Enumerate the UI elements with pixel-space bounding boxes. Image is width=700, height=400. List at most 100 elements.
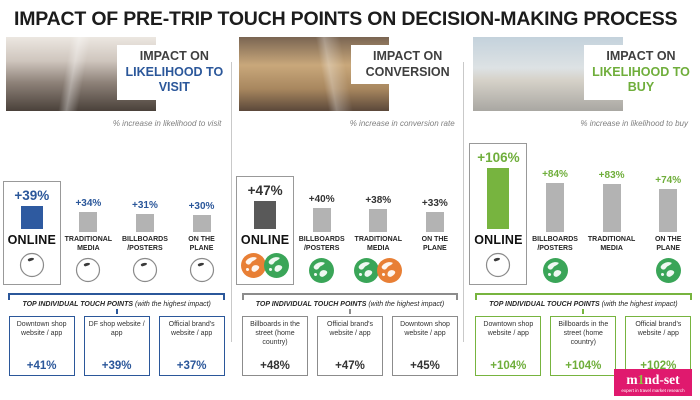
panel-conversion: IMPACT ON CONVERSION % increase in conve… <box>233 35 466 376</box>
heading-prefix: IMPACT ON <box>139 49 209 63</box>
bar-label: ONLINE <box>7 233 57 247</box>
bar-value: +39% <box>14 188 50 203</box>
bar-chart-visit: +39% ONLINE +34% TRADITIONAL MEDIA +31% … <box>2 133 228 285</box>
bracket <box>8 293 225 300</box>
mindset-logo: m1nd-set expert in travel market researc… <box>614 369 692 396</box>
bracket-caption: TOP INDIVIDUAL TOUCH POINTS (with the hi… <box>473 301 694 308</box>
bar-value: +47% <box>247 183 283 198</box>
bar-chart-conversion: +47% ONLINE +40% BILLBOARDS /POSTERS +38… <box>236 133 461 285</box>
bar-column-on-the-plane: +33% ON THE PLANE <box>409 198 461 285</box>
touch-point-name: Official brand's website / app <box>168 321 215 338</box>
bar-column-online: +106% ONLINE <box>469 143 528 285</box>
touch-point-box: DF shop website / app +39% <box>83 316 150 376</box>
panel-subtitle: % increase in likelihood to visit <box>112 119 222 128</box>
touch-point-boxes: Downtown shop website / app +104% Billbo… <box>473 316 694 376</box>
touch-point-value: +45% <box>410 360 440 372</box>
bar-value: +31% <box>132 200 158 211</box>
bar-online <box>487 168 510 229</box>
bar <box>312 208 331 232</box>
panel-divider <box>231 62 232 342</box>
panel-subtitle: % increase in likelihood to buy <box>580 119 688 128</box>
bar-label: BILLBOARDS /POSTERS <box>122 236 168 252</box>
panel-likelihood-to-visit: IMPACT ON LIKELIHOOD TO VISIT % increase… <box>0 35 233 376</box>
bar-label: ONLINE <box>240 233 290 247</box>
bar-column-traditional-media: +34% TRADITIONAL MEDIA <box>63 198 115 285</box>
bracket-tick <box>582 309 585 314</box>
touch-point-name: Billboards in the street (home country) <box>558 321 609 347</box>
bar <box>546 183 565 232</box>
heading-main: LIKELIHOOD TO VISIT <box>125 64 224 95</box>
panel-heading: IMPACT ON CONVERSION <box>350 45 461 85</box>
bar-column-online: +39% ONLINE <box>2 181 61 285</box>
bar-value: +38% <box>365 195 392 206</box>
bracket-note: (with the highest impact) <box>368 301 445 308</box>
globe-outline-icon <box>189 255 214 285</box>
bar-label: TRADITIONAL MEDIA <box>354 236 402 252</box>
touch-point-name: Downtown shop website / app <box>483 321 534 338</box>
bracket-title: TOP INDIVIDUAL TOUCH POINTS <box>255 301 367 308</box>
bar-chart-buy: +106% ONLINE +84% BILLBOARDS /POSTERS +8… <box>469 133 694 285</box>
bar-column-billboards: +40% BILLBOARDS /POSTERS <box>296 194 348 285</box>
bar-label: TRADITIONAL MEDIA <box>587 236 636 252</box>
bracket-tick <box>348 309 351 314</box>
bracket <box>475 293 692 300</box>
globe-outline-icon <box>132 255 158 285</box>
panel-subtitle: % increase in conversion rate <box>349 119 455 128</box>
top-touch-points-section: TOP INDIVIDUAL TOUCH POINTS (with the hi… <box>473 293 694 376</box>
bar-column-billboards: +31% BILLBOARDS /POSTERS <box>119 200 171 285</box>
touch-point-box: Downtown shop website / app +41% <box>8 316 75 376</box>
bracket-title: TOP INDIVIDUAL TOUCH POINTS <box>489 301 600 308</box>
touch-point-value: +37% <box>176 360 207 372</box>
touch-point-value: +104% <box>490 360 527 372</box>
panel-header: IMPACT ON CONVERSION <box>239 35 461 117</box>
bracket-caption: TOP INDIVIDUAL TOUCH POINTS (with the hi… <box>239 301 460 308</box>
page-title: IMPACT OF PRE-TRIP TOUCH POINTS ON DECIS… <box>14 8 678 30</box>
bar-online <box>254 201 277 229</box>
touch-point-box: Downtown shop website / app +104% <box>475 316 542 376</box>
touch-point-value: +48% <box>260 360 290 372</box>
bar <box>425 212 444 232</box>
bar-label: TRADITIONAL MEDIA <box>64 236 113 252</box>
bar-column-traditional-media: +83% TRADITIONAL MEDIA <box>586 170 638 285</box>
heading-prefix: IMPACT ON <box>606 49 676 63</box>
touch-point-box: Official brand's website / app +102% <box>625 316 692 376</box>
online-highlight-box: +47% ONLINE <box>236 176 295 285</box>
logo-tagline: expert in travel market research <box>621 387 685 393</box>
globe-green-icon <box>655 255 681 285</box>
bracket-note: (with the highest impact) <box>135 301 211 308</box>
heading-main: LIKELIHOOD TO BUY <box>592 64 690 95</box>
top-touch-points-section: TOP INDIVIDUAL TOUCH POINTS (with the hi… <box>239 293 460 376</box>
bar-label: ON THE PLANE <box>654 236 682 252</box>
heading-main: CONVERSION <box>365 64 450 79</box>
bar <box>369 209 388 232</box>
touch-point-box: Downtown shop website / app +45% <box>391 316 458 376</box>
bar-column-on-the-plane: +74% ON THE PLANE <box>642 175 694 285</box>
heading-prefix: IMPACT ON <box>373 49 443 63</box>
touch-point-box: Official brand's website / app +47% <box>316 316 383 376</box>
bar-column-traditional-media: +38% TRADITIONAL MEDIA <box>352 195 404 285</box>
panel-likelihood-to-buy: IMPACT ON LIKELIHOOD TO BUY % increase i… <box>467 35 700 376</box>
bar <box>602 184 621 232</box>
touch-point-value: +104% <box>565 360 602 372</box>
globe-outline-icon <box>76 255 101 285</box>
touch-point-boxes: Downtown shop website / app +41% DF shop… <box>6 316 227 376</box>
touch-point-name: Official brand's website / app <box>327 321 373 338</box>
bar <box>135 214 154 232</box>
online-highlight-box: +39% ONLINE <box>2 181 61 285</box>
touch-point-box: Official brand's website / app +37% <box>158 316 225 376</box>
bar-label: BILLBOARDS /POSTERS <box>298 236 345 252</box>
touch-point-value: +41% <box>26 360 57 372</box>
touch-point-name: Official brand's website / app <box>635 321 682 338</box>
touch-point-name: Billboards in the street (home country) <box>250 321 300 347</box>
bar-column-billboards: +84% BILLBOARDS /POSTERS <box>529 169 581 285</box>
bracket-title: TOP INDIVIDUAL TOUCH POINTS <box>22 301 134 308</box>
bar-label: ON THE PLANE <box>188 236 215 252</box>
globe-outline-icon <box>486 250 511 280</box>
touch-point-box: Billboards in the street (home country) … <box>241 316 308 376</box>
globe-icons <box>241 250 290 280</box>
touch-point-value: +39% <box>101 360 132 372</box>
bracket-note: (with the highest impact) <box>601 301 678 308</box>
bar-column-on-the-plane: +30% ON THE PLANE <box>176 201 228 285</box>
touch-point-value: +47% <box>335 360 365 372</box>
